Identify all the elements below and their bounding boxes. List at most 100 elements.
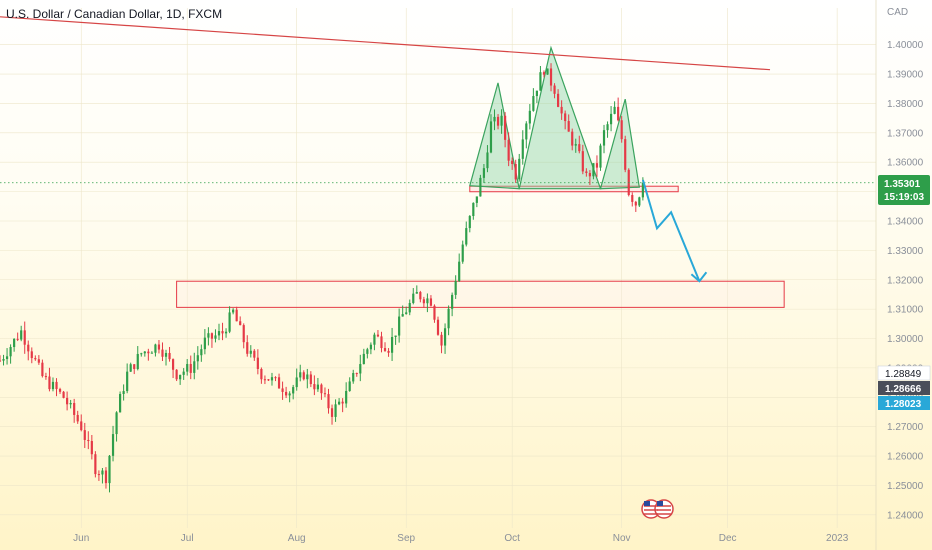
level-3-tag [878,396,930,410]
candle-body [447,308,450,329]
candle-body [260,368,263,380]
candle-body [521,139,524,159]
drawn-lines [0,16,876,283]
candle-body [239,321,242,326]
candle-body [164,352,168,357]
level-2-value: 1.28666 [885,384,922,395]
candle-body [440,334,443,346]
projection-arrowhead [690,271,708,283]
candle-body [313,384,316,390]
candle-body [161,349,164,357]
candle-body [133,364,136,370]
candle-body [182,371,185,375]
candle-body [277,377,281,389]
candle-body [66,397,69,405]
candle-body [525,123,528,140]
candle-body [588,172,591,177]
candle-body [482,168,486,178]
time-tick-label: Aug [288,533,306,544]
candle-body [147,351,150,354]
candle-body [285,391,288,396]
level-1-value: 1.28849 [885,369,922,380]
candle-body [16,338,19,340]
candle-body [507,139,510,161]
candle-body [246,342,249,354]
price-tick-label: 1.30000 [887,334,924,345]
candle-body [23,330,26,345]
candle-body [514,163,517,180]
candle-body [390,336,394,353]
economic-events-icon[interactable] [641,499,674,519]
candle-body [256,357,259,369]
candle-body [80,421,83,431]
level-2-tag [878,381,930,395]
candle-body [0,360,2,362]
candle-body [638,197,641,206]
candle-body [119,393,122,413]
candle-body [373,334,376,345]
candle-body [592,163,595,177]
candle-body [496,116,500,126]
candle-body [511,160,514,164]
candle-body [249,350,252,354]
time-tick-label: Oct [504,533,520,544]
time-axis[interactable]: Jun Jul Aug Sep Oct Nov Dec 2023 [73,533,849,544]
candle-body [578,144,581,152]
candle-body [129,364,132,372]
candle-body [394,335,397,337]
candle-body [472,202,475,217]
candle-body [567,121,570,132]
candle-body [235,309,238,322]
projection-path [641,179,701,282]
candle-body [631,195,634,202]
last-price-value: 1.35301 [884,179,921,190]
candle-body [186,363,189,372]
candle-body [97,474,100,476]
price-axis[interactable]: CAD 1.240001.250001.260001.270001.280001… [887,7,924,521]
candle-body [150,352,153,354]
candle-body [302,372,305,380]
time-tick-label: Nov [613,533,631,544]
level-1-tag [877,365,931,381]
candle-body [412,293,415,303]
candle-body [338,401,341,405]
countdown-timer: 15:19:03 [884,192,924,203]
candle-body [334,404,337,417]
candle-body [217,331,221,336]
candle-body [539,72,542,91]
candle-body [355,373,358,375]
candle-body [613,106,616,114]
candle-body [366,349,369,354]
candle-body [175,369,178,380]
candle-body [207,333,210,338]
candle-body [62,391,65,398]
candle-body [157,344,161,350]
candle-body [136,353,139,370]
candle-body [443,328,447,346]
left-shoulder-triangle [469,82,520,190]
candle-body [546,68,549,75]
candle-body [500,115,503,126]
candle-body [454,281,457,295]
candle-body [574,144,577,146]
candle-body [27,344,30,352]
time-tick-label: Sep [397,533,415,544]
candle-body [189,363,192,373]
candle-body [2,359,5,361]
grid-lines [0,0,877,550]
time-tick-label: Jul [181,533,194,544]
price-tick-label: 1.39000 [887,70,924,81]
candle-body [383,348,387,351]
candle-body [274,377,277,379]
candle-body [345,390,348,404]
candle-body [599,145,602,168]
candle-body [5,356,9,360]
candle-body [224,331,228,334]
candle-body [295,377,298,388]
candle-body [352,373,355,382]
candle-body [267,379,270,381]
candle-body [196,355,199,362]
candle-body [405,312,408,315]
